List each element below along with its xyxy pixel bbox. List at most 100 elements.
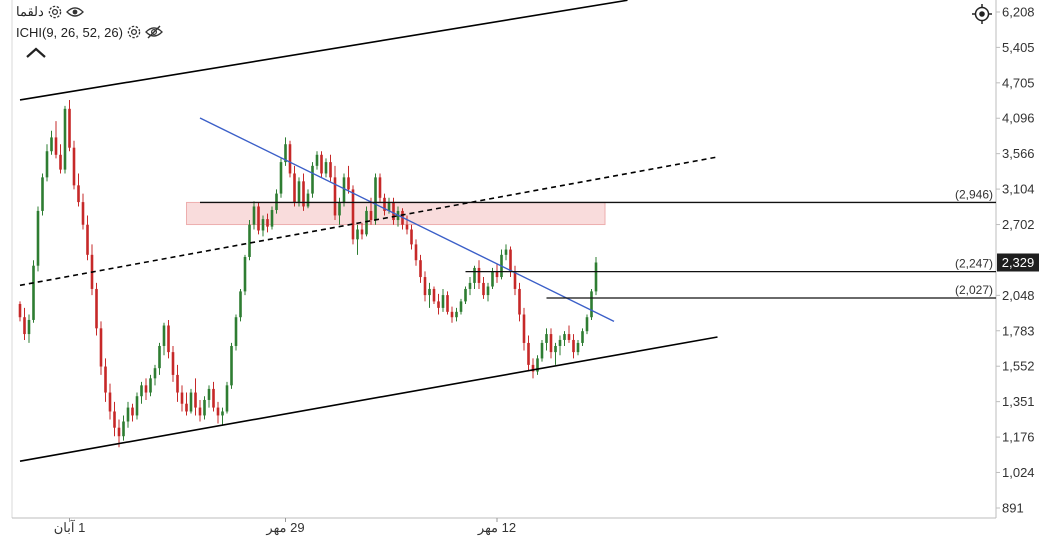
- candle: [270, 206, 274, 230]
- candle: [549, 328, 553, 359]
- candle-body: [104, 366, 107, 393]
- candle: [536, 355, 539, 375]
- level-label: (2,946): [955, 187, 993, 201]
- descending-line: [199, 117, 615, 322]
- candle-body: [558, 339, 562, 346]
- candle-body: [113, 411, 116, 428]
- candle-body: [225, 385, 229, 412]
- candle: [90, 244, 94, 296]
- candle: [257, 202, 260, 235]
- candle: [266, 213, 269, 233]
- candle: [410, 224, 413, 250]
- candle: [86, 215, 89, 261]
- candle-body: [86, 224, 89, 255]
- candle: [185, 392, 188, 416]
- candle-body: [324, 162, 328, 174]
- candle: [347, 165, 350, 194]
- candle: [72, 140, 76, 190]
- candle-body: [464, 288, 467, 302]
- candle-body: [549, 334, 553, 353]
- candle: [59, 144, 62, 174]
- candle: [18, 301, 22, 322]
- candle-body: [410, 229, 413, 245]
- candle-body: [387, 202, 391, 211]
- candle-body: [576, 342, 580, 353]
- candle: [356, 224, 359, 255]
- candle: [522, 307, 526, 351]
- candle: [414, 239, 418, 266]
- candle: [288, 140, 292, 178]
- candle-body: [41, 177, 44, 211]
- candle: [189, 388, 193, 414]
- eye-off-icon[interactable]: [145, 24, 163, 40]
- grid-layer: [11, 0, 997, 519]
- candle-body: [257, 206, 260, 231]
- candle-body: [338, 202, 341, 216]
- candle: [464, 286, 467, 304]
- symbol-name: دلقما: [16, 4, 44, 19]
- candle-body: [423, 277, 427, 296]
- candle: [486, 282, 490, 302]
- candle-body: [356, 229, 359, 240]
- axis-layer: 6,208 5,405 4,705 4,096 3,566 3,104 2,702 2,048…: [54, 5, 1039, 536]
- candle: [230, 342, 233, 389]
- candle: [131, 403, 134, 422]
- candle-body: [32, 265, 35, 320]
- level-label: (2,027): [955, 283, 993, 297]
- crosshair-icon[interactable]: [972, 4, 992, 24]
- candle: [441, 288, 445, 312]
- candle-body: [518, 288, 521, 315]
- candle-body: [180, 392, 184, 404]
- candle-body: [230, 345, 233, 386]
- candle: [252, 201, 256, 230]
- gear-icon[interactable]: [47, 4, 63, 20]
- candle-body: [329, 162, 332, 178]
- eye-icon[interactable]: [65, 4, 84, 20]
- y-tick-label: 3,566: [1002, 146, 1035, 161]
- candle: [203, 396, 206, 420]
- y-tick-label: 1,176: [1002, 430, 1035, 445]
- candle: [540, 339, 544, 362]
- candle: [572, 334, 575, 359]
- candle-body: [486, 286, 490, 296]
- candle: [446, 291, 449, 315]
- candle: [171, 345, 175, 382]
- x-tick-label: 12 مهر: [477, 520, 516, 536]
- candle: [320, 151, 323, 178]
- candle-body: [306, 193, 310, 207]
- candle: [81, 193, 85, 230]
- y-tick-label: 6,208: [1002, 5, 1035, 20]
- y-tick-label: 4,096: [1002, 111, 1035, 126]
- candle-body: [77, 185, 80, 203]
- candle-body: [99, 328, 103, 367]
- candle: [162, 322, 166, 356]
- candle: [36, 206, 40, 272]
- y-tick-label: 891: [1002, 501, 1024, 516]
- chevron-up-icon[interactable]: [24, 44, 48, 62]
- candle-body: [81, 202, 85, 225]
- candle: [167, 319, 170, 359]
- candle-body: [536, 358, 539, 372]
- candle-body: [252, 206, 256, 225]
- candle-body: [27, 319, 31, 335]
- candle-body: [459, 301, 463, 312]
- candle: [315, 151, 319, 170]
- y-tick-label: 2,702: [1002, 217, 1035, 232]
- candle: [563, 331, 566, 346]
- candle-body: [248, 224, 251, 257]
- candle-body: [149, 378, 152, 393]
- gear-icon[interactable]: [126, 24, 142, 40]
- candle: [45, 144, 49, 182]
- candle: [104, 358, 107, 402]
- candle-body: [243, 256, 247, 292]
- candle-body: [590, 291, 593, 318]
- y-tick-label: 1,783: [1002, 323, 1035, 338]
- candle-body: [473, 267, 476, 283]
- candle-body: [63, 108, 67, 170]
- last-price-badge: [997, 253, 1039, 272]
- candle-body: [36, 210, 40, 266]
- candle: [351, 185, 355, 245]
- candle-body: [185, 403, 188, 412]
- candle: [432, 286, 436, 304]
